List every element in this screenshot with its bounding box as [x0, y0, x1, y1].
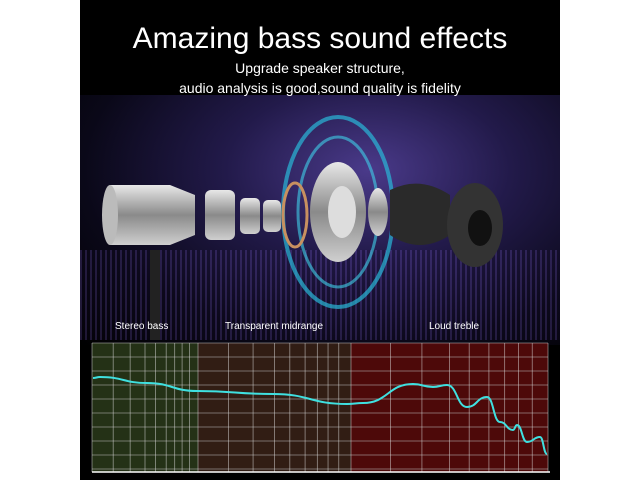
band-label-treble: Loud treble — [429, 321, 480, 332]
driver-part-3 — [263, 200, 281, 232]
earphone-housing — [107, 185, 195, 245]
driver-part-2 — [240, 198, 260, 234]
band-label-bass: Stereo bass — [115, 321, 169, 332]
response-curve — [92, 375, 548, 455]
driver-part-1 — [205, 190, 235, 240]
nozzle — [390, 183, 450, 245]
cable — [150, 250, 160, 340]
earphone-exploded-view — [102, 115, 503, 340]
subtitle-line-2: audio analysis is good,sound quality is … — [179, 80, 461, 96]
ad-panel: Amazing bass sound effects Upgrade speak… — [80, 0, 560, 480]
headline: Amazing bass sound effects — [132, 22, 508, 55]
mesh-ring — [368, 188, 388, 236]
subtitle-line-1: Upgrade speaker structure, — [235, 60, 405, 76]
frequency-response-graph — [91, 342, 550, 473]
copper-ring — [281, 181, 309, 249]
band-label-midrange: Transparent midrange — [225, 321, 324, 332]
